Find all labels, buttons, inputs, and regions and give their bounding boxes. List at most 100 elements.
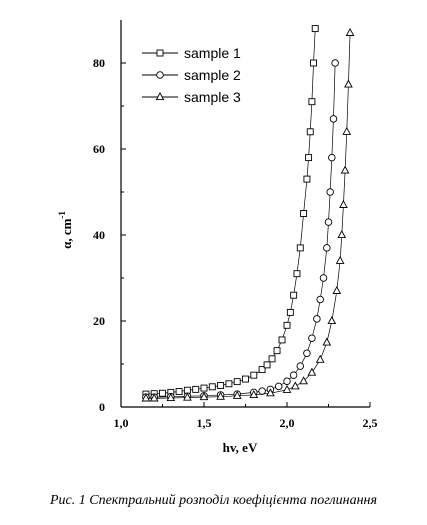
legend-item: sample 1 [142, 45, 241, 61]
data-point [250, 371, 258, 379]
y-tick-label: 0 [99, 400, 105, 414]
data-point [339, 199, 348, 208]
legend-item: sample 3 [142, 89, 241, 105]
y-axis-title-group: α, cm-1 [57, 211, 74, 249]
data-point [217, 382, 225, 389]
y-tick-label: 20 [93, 314, 105, 328]
data-point [311, 25, 319, 33]
data-point [340, 165, 350, 174]
series-3 [141, 27, 355, 402]
data-point [233, 378, 241, 386]
data-point [306, 128, 314, 136]
data-point [159, 389, 166, 397]
x-tick-label: 2,0 [280, 416, 295, 430]
data-point [299, 376, 308, 385]
data-point [273, 347, 281, 355]
series-line [145, 32, 351, 399]
series-2 [142, 59, 339, 401]
series-line [145, 28, 316, 395]
legend-label: sample 2 [184, 67, 241, 83]
data-point [323, 244, 331, 252]
data-point [313, 315, 321, 323]
data-point [345, 27, 355, 36]
y-tick-label: 60 [93, 142, 105, 156]
data-point [324, 218, 333, 226]
legend-label: sample 1 [184, 45, 241, 61]
data-point [337, 230, 347, 239]
data-point [305, 154, 313, 162]
legend: sample 1 sample 2 sample 3 [142, 45, 241, 105]
data-point [308, 334, 316, 342]
data-point [199, 392, 209, 401]
data-point [286, 308, 294, 316]
data-point [200, 384, 208, 392]
legend-label: sample 3 [184, 89, 241, 105]
svg-text:α, cm-1: α, cm-1 [57, 211, 74, 249]
data-point [344, 79, 353, 88]
x-tick-label: 1,5 [197, 416, 212, 430]
data-point [232, 390, 242, 399]
data-point [332, 285, 342, 294]
data-point [342, 126, 352, 135]
x-tick-label: 1,0 [114, 416, 129, 430]
y-tick-label: 80 [93, 56, 105, 70]
data-point [175, 388, 183, 395]
data-point [335, 255, 345, 264]
data-point [322, 337, 332, 346]
y-axis-title-exponent: -1 [57, 211, 67, 219]
data-point [303, 175, 311, 183]
data-point [258, 387, 266, 395]
data-point [303, 349, 311, 358]
data-point [263, 361, 271, 369]
figure-caption: Рис. 1 Спектральний розподіл коефіцієнта… [49, 493, 378, 508]
data-layer [141, 25, 355, 402]
data-point [316, 295, 324, 304]
data-point [258, 366, 266, 374]
data-point [278, 336, 286, 344]
plot-area: 1,0 1,5 2,0 2,5 0 20 40 60 80 [93, 20, 378, 430]
y-tick-label: 40 [93, 228, 105, 242]
data-point [266, 388, 275, 397]
series-line [145, 62, 336, 398]
data-point [282, 384, 292, 393]
legend-marker [156, 71, 164, 79]
data-point [290, 381, 300, 390]
data-point [208, 383, 216, 391]
data-point [315, 354, 325, 363]
data-point [329, 115, 338, 123]
data-point [290, 291, 298, 299]
data-point [216, 391, 225, 400]
data-point [283, 377, 291, 385]
x-tick-label: 2,5 [363, 416, 378, 430]
data-point [331, 59, 339, 67]
data-point [319, 274, 328, 282]
data-point [166, 393, 176, 402]
data-point [283, 321, 291, 329]
data-point [296, 244, 304, 252]
data-point [289, 371, 298, 379]
data-point [183, 386, 191, 394]
data-point [308, 98, 316, 106]
data-point [192, 385, 200, 393]
data-point [328, 153, 336, 162]
data-point [307, 367, 317, 376]
data-point [300, 210, 308, 217]
data-point [293, 270, 301, 278]
data-point [268, 355, 276, 363]
data-point [242, 375, 249, 383]
data-point [326, 188, 334, 196]
legend-marker [156, 49, 164, 57]
y-axis-title: α, cm [59, 218, 74, 249]
legend-marker [155, 92, 165, 101]
data-point [296, 362, 305, 370]
data-point [225, 380, 233, 388]
legend-item: sample 2 [142, 67, 241, 83]
data-point [183, 392, 192, 401]
data-point [149, 393, 159, 402]
x-axis-title: hv, eV [223, 440, 258, 455]
data-point [327, 316, 337, 325]
series-1 [142, 25, 319, 398]
data-point [310, 59, 318, 67]
data-point [274, 382, 283, 391]
